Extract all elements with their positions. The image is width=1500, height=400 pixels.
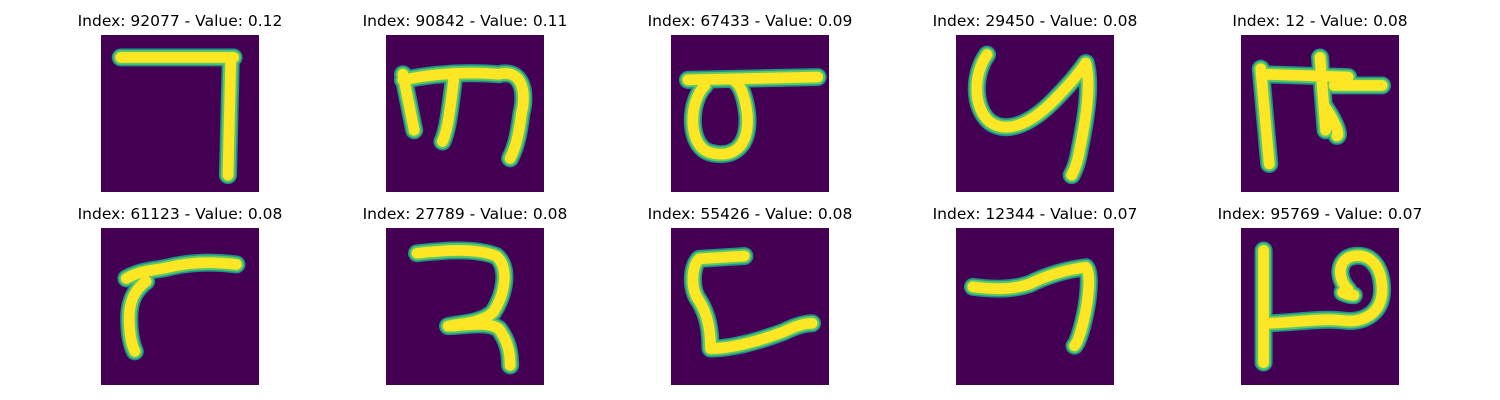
glyph-12344-icon bbox=[956, 228, 1114, 385]
glyph-61123-icon bbox=[101, 228, 259, 385]
panel-title: Index: 67433 - Value: 0.09 bbox=[647, 12, 853, 30]
glyph-29450-icon bbox=[956, 35, 1114, 192]
glyph-27789-icon bbox=[386, 228, 544, 385]
panel-title: Index: 12 - Value: 0.08 bbox=[1232, 12, 1408, 30]
glyph-90842-icon bbox=[386, 35, 544, 192]
panel-title: Index: 90842 - Value: 0.11 bbox=[362, 12, 568, 30]
panel-title: Index: 55426 - Value: 0.08 bbox=[647, 205, 853, 223]
panel-title: Index: 61123 - Value: 0.08 bbox=[77, 205, 283, 223]
glyph-92077-icon bbox=[101, 35, 259, 192]
glyph-67433-icon bbox=[671, 35, 829, 192]
glyph-12-icon bbox=[1241, 35, 1399, 192]
glyph-55426-icon bbox=[671, 228, 829, 385]
panel-title: Index: 92077 - Value: 0.12 bbox=[77, 12, 283, 30]
panel-title: Index: 95769 - Value: 0.07 bbox=[1217, 205, 1423, 223]
glyph-95769-icon bbox=[1241, 228, 1399, 385]
panel-title: Index: 27789 - Value: 0.08 bbox=[362, 205, 568, 223]
panel-title: Index: 29450 - Value: 0.08 bbox=[932, 12, 1138, 30]
panel-title: Index: 12344 - Value: 0.07 bbox=[932, 205, 1138, 223]
